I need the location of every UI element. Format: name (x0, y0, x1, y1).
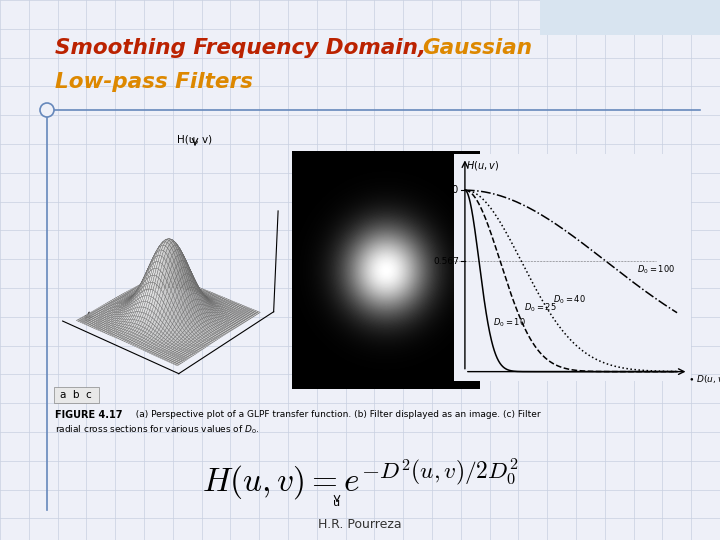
Text: (a) Perspective plot of a GLPF transfer function. (b) Filter displayed as an ima: (a) Perspective plot of a GLPF transfer … (130, 410, 541, 419)
Text: FIGURE 4.17: FIGURE 4.17 (55, 410, 122, 420)
Text: H(u, v): H(u, v) (177, 135, 212, 145)
FancyBboxPatch shape (540, 0, 720, 35)
Text: a  b  c: a b c (60, 390, 92, 400)
Text: $D_0 = 10$: $D_0 = 10$ (493, 316, 526, 329)
Text: H.R. Pourreza: H.R. Pourreza (318, 518, 402, 531)
Text: $H(u,v) = e^{-D^2(u,v)/2D_0^2}$: $H(u,v) = e^{-D^2(u,v)/2D_0^2}$ (202, 457, 518, 502)
Text: v: v (438, 279, 445, 292)
Text: Gaussian: Gaussian (422, 38, 532, 58)
Text: 1.0: 1.0 (444, 185, 459, 195)
Text: u: u (333, 498, 341, 508)
Text: Smoothing Frequency Domain,: Smoothing Frequency Domain, (55, 38, 433, 58)
Text: radial cross sections for various values of $D_0$.: radial cross sections for various values… (55, 424, 259, 436)
Text: $D_0 = 100$: $D_0 = 100$ (637, 264, 675, 276)
Text: v: v (304, 315, 310, 325)
Text: $H(u,v)$: $H(u,v)$ (467, 159, 500, 172)
Circle shape (40, 103, 54, 117)
Text: $D_0 = 40$: $D_0 = 40$ (553, 293, 585, 306)
Text: $\bullet$ $D(u,v)$: $\bullet$ $D(u,v)$ (688, 373, 720, 384)
Text: 0.567: 0.567 (433, 257, 459, 266)
Text: Low-pass Filters: Low-pass Filters (55, 72, 253, 92)
Text: u: u (84, 313, 91, 323)
Text: $D_0 = 25$: $D_0 = 25$ (524, 302, 557, 314)
FancyBboxPatch shape (54, 387, 99, 403)
